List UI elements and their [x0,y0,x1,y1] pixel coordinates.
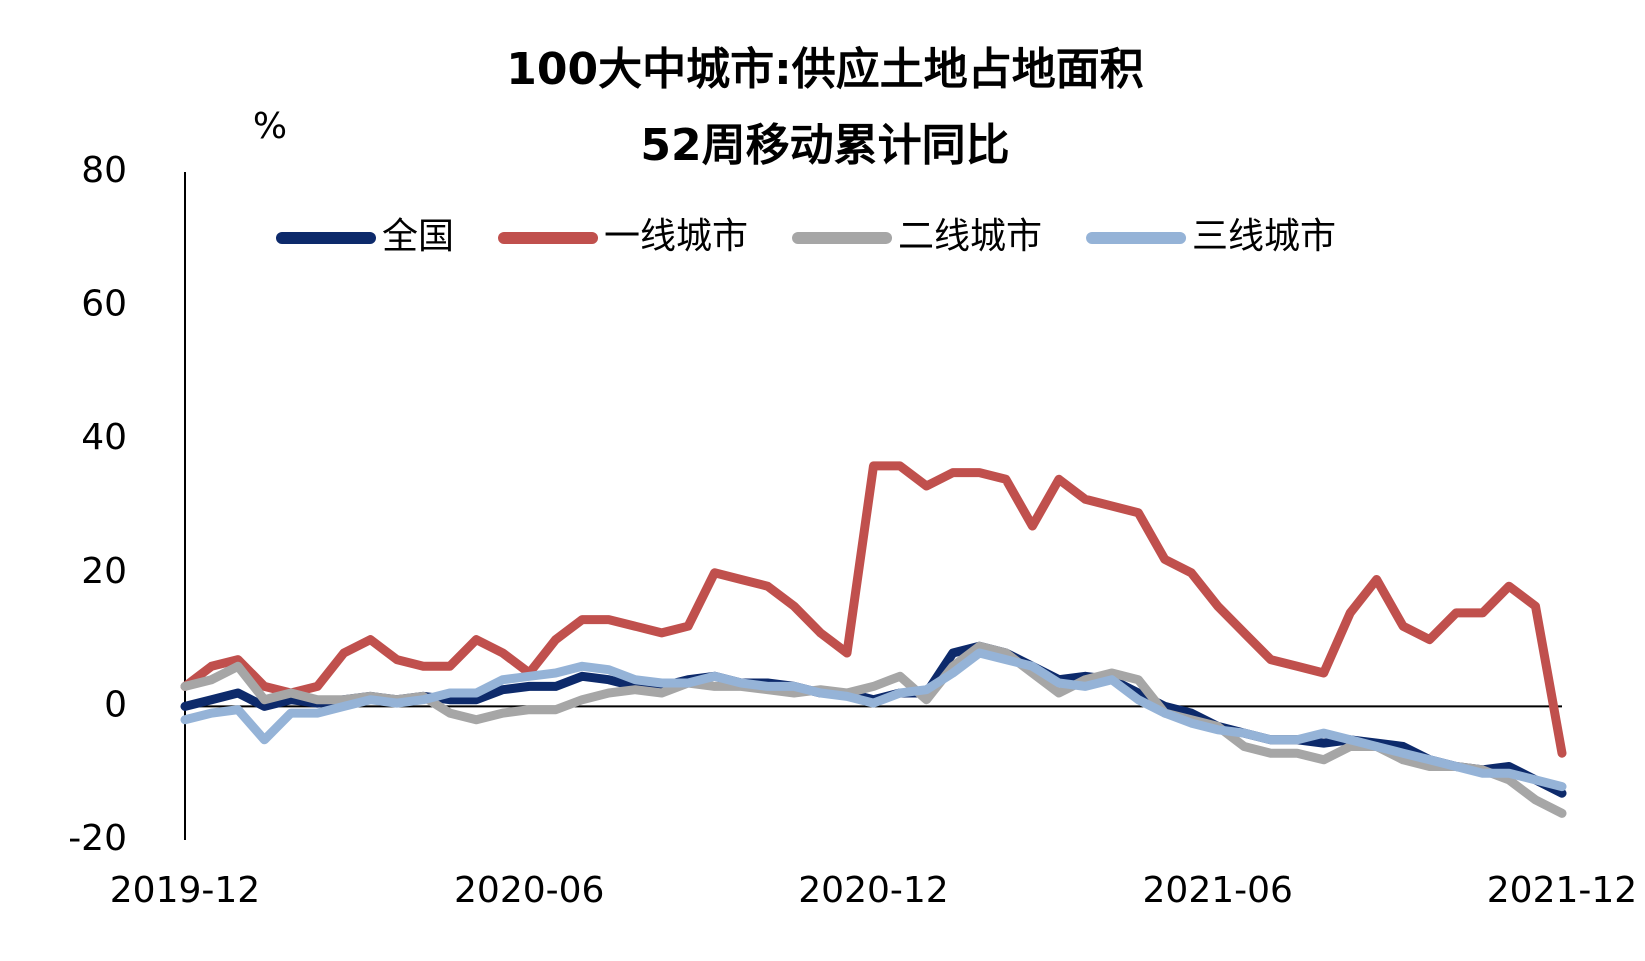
x-tick-label: 2019-12 [110,870,260,911]
legend-label: 一线城市 [604,216,748,257]
chart-title: 52周移动累计同比 [640,120,1009,171]
y-tick-label: 0 [104,684,127,725]
legend-label: 全国 [382,216,454,257]
series-line [180,461,1567,758]
series-line [180,648,1567,792]
y-tick-label: 80 [81,150,127,191]
y-tick-label: -20 [68,818,127,859]
legend-label: 三线城市 [1192,216,1336,257]
x-tick-label: 2021-12 [1487,870,1637,911]
legend-label: 二线城市 [898,216,1042,257]
y-tick-label: 60 [81,284,127,325]
y-tick-label: 40 [81,417,127,458]
series-line [180,641,1567,818]
x-tick-label: 2021-06 [1143,870,1293,911]
y-axis-label: % [253,106,287,147]
y-tick-label: 20 [81,551,127,592]
x-tick-label: 2020-06 [454,870,604,911]
chart-title: 100大中城市:供应土地占地面积 [506,44,1143,95]
series-line [180,641,1567,798]
x-tick-label: 2020-12 [798,870,948,911]
